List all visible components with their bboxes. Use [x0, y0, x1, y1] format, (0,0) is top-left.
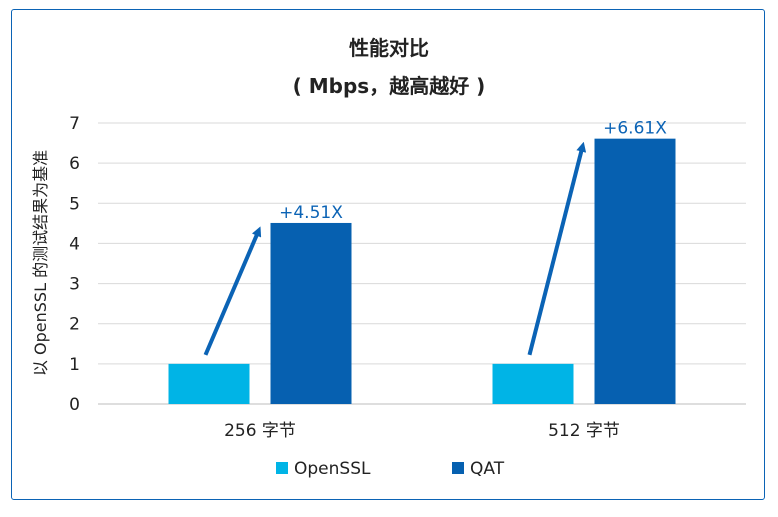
y-tick-label: 6 [69, 154, 80, 174]
legend-label-openssl: OpenSSL [294, 459, 371, 479]
bar-openssl [168, 363, 250, 404]
legend-swatch-openssl [276, 462, 288, 474]
x-tick-label: 256 字节 [224, 421, 296, 441]
x-axis-ticks: 256 字节 512 字节 [224, 421, 620, 441]
y-axis-ticks: 0 1 2 3 4 5 6 7 [69, 114, 80, 415]
bar-qat [594, 138, 676, 405]
y-tick-label: 4 [69, 234, 80, 254]
bar-qat [270, 222, 352, 404]
bars [168, 138, 676, 405]
legend-label-qat: QAT [470, 459, 505, 479]
legend: OpenSSL QAT [276, 459, 505, 479]
legend-swatch-qat [452, 462, 464, 474]
growth-arrow [527, 141, 587, 356]
annotation-label: +4.51X [279, 203, 343, 223]
y-tick-label: 2 [69, 315, 80, 335]
y-axis-label: 以 OpenSSL 的测试结果为基准 [31, 150, 50, 376]
x-tick-label: 512 字节 [548, 421, 620, 441]
annotations: +4.51X +6.61X [203, 119, 667, 356]
y-tick-label: 0 [69, 395, 80, 415]
annotation-label: +6.61X [603, 119, 667, 139]
chart-title: 性能对比 [349, 36, 429, 60]
y-tick-label: 1 [69, 355, 80, 375]
bar-openssl [492, 363, 574, 404]
y-tick-label: 3 [69, 275, 80, 295]
growth-arrow [203, 226, 262, 356]
y-tick-label: 5 [69, 194, 80, 214]
y-tick-label: 7 [69, 114, 80, 134]
chart-subtitle: ( Mbps，越高越好 ) [293, 74, 486, 98]
